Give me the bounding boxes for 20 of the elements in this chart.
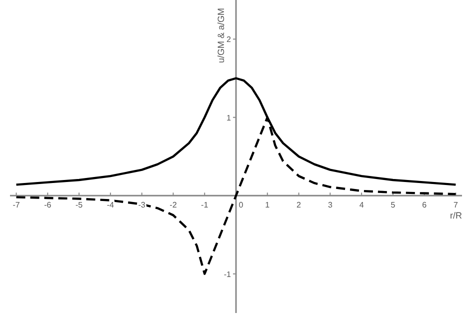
x-tick-label: 3 bbox=[328, 200, 333, 210]
x-tick-label: 1 bbox=[265, 200, 270, 210]
x-tick-label: -2 bbox=[170, 200, 178, 210]
x-tick-label: -4 bbox=[106, 200, 115, 210]
x-tick-label: -1 bbox=[201, 200, 209, 210]
x-tick-label: 7 bbox=[453, 200, 458, 210]
y-tick-label: 2 bbox=[226, 35, 232, 44]
x-tick-label: -7 bbox=[12, 200, 20, 210]
x-tick-label: -5 bbox=[75, 200, 84, 210]
x-tick-label: 2 bbox=[296, 200, 302, 210]
x-tick-label: 6 bbox=[422, 200, 428, 210]
x-tick-label: 4 bbox=[359, 200, 364, 210]
x-tick-label: -6 bbox=[44, 200, 52, 210]
x-tick-label: 0 bbox=[238, 200, 244, 210]
y-tick-label: 1 bbox=[226, 113, 232, 122]
x-tick-label: 5 bbox=[390, 200, 396, 210]
x-axis-title: r/R bbox=[450, 210, 462, 221]
x-tick-label: -3 bbox=[138, 200, 146, 210]
y-tick-label: -1 bbox=[224, 270, 232, 279]
y-axis-title: u/GM & a/GM bbox=[216, 8, 226, 64]
